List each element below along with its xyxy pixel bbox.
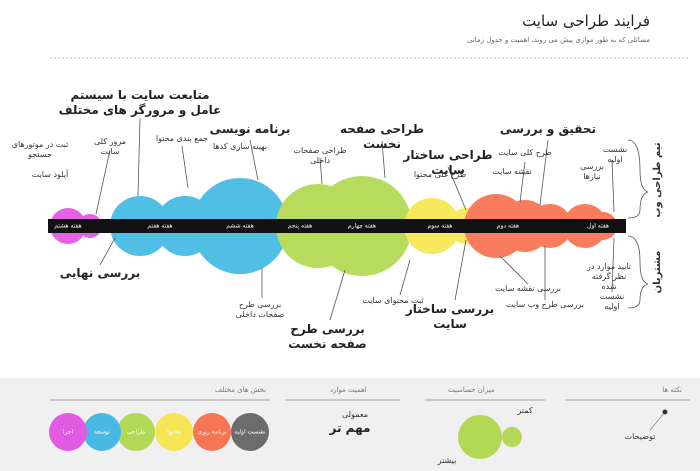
section-label: محتوا xyxy=(167,429,181,436)
week-label: هفته هفتم xyxy=(147,223,172,230)
sensitivity-circle xyxy=(502,427,522,447)
task: طراحی صفحات داخلی xyxy=(293,146,347,165)
task: طراحی ساختار سایت xyxy=(403,148,493,177)
section-label: نشست اولیه xyxy=(234,429,266,436)
task: بهینه سازی کدها xyxy=(212,142,268,151)
side-label: تیم طراحی وب xyxy=(652,142,663,218)
legend-item: معمولی xyxy=(341,410,368,419)
task: مرور کلی سایت xyxy=(93,137,127,156)
leaders xyxy=(95,117,649,321)
task: بررسی طرح صفحه نخست xyxy=(288,322,367,351)
task: طرح کلی سایت xyxy=(498,148,552,157)
task: نقشه سایت xyxy=(492,167,532,176)
task: آپلود سایت xyxy=(31,170,69,179)
task: بررسی طرح وب سایت xyxy=(505,300,585,309)
task: ثبت در موتورهای جستجو xyxy=(11,140,69,159)
section-label: اجرا xyxy=(63,429,74,436)
note-dot xyxy=(662,409,668,415)
task: طراحی صفحه نخست xyxy=(339,122,424,151)
task: بررسی طرح صفحات داخلی xyxy=(235,300,285,319)
week-label: هفته پنجم xyxy=(288,223,312,230)
legend-item: توضیحات xyxy=(624,432,656,441)
week-label: هفته اول xyxy=(587,223,609,230)
legend-title: بخش های مختلف xyxy=(215,386,267,394)
section-circles xyxy=(49,413,269,451)
side-label: مشتریان xyxy=(652,251,663,294)
task: جمع بندی محتوا xyxy=(155,134,209,143)
sensitivity-circle xyxy=(458,415,502,459)
task: تحقیق و بررسی xyxy=(499,122,597,136)
task: متابعت سایت با سیستم عامل و مرورگر های م… xyxy=(58,88,222,117)
legend-title: میزان حساسیت xyxy=(448,386,495,394)
week-label: هفته سوم xyxy=(428,223,453,230)
legend-title: نکته ها xyxy=(662,386,682,394)
week-label: هفته ششم xyxy=(226,223,254,230)
task: نشست اولیه xyxy=(602,145,628,164)
section-label: توسعه xyxy=(94,429,110,436)
task: بررسی نهایی xyxy=(59,266,141,280)
legend-item: مهم تر xyxy=(329,421,371,435)
task: بررسی نیازها xyxy=(580,162,604,181)
legend-item: کمتر xyxy=(517,406,533,415)
week-label: هفته هشتم xyxy=(54,223,81,230)
legend-title: اهمیت موارد xyxy=(330,386,367,394)
task: برنامه نویسی xyxy=(209,122,291,136)
week-label: هفته دوم xyxy=(497,223,519,230)
task: ثبت محتوای سایت xyxy=(362,296,424,305)
section-label: طراحی xyxy=(127,429,146,436)
legend-item: بیشتر xyxy=(437,456,457,465)
task: تایید موارد در نظر گرفته شده xyxy=(586,262,632,291)
task: طرح کلی محتوا xyxy=(413,170,467,179)
task: بررسی نقشه سایت xyxy=(495,284,561,293)
legend-rules xyxy=(50,399,690,431)
task: بررسی ساختار سایت xyxy=(405,302,495,331)
week-label: هفته چهارم xyxy=(348,223,376,230)
section-label: برنامه ریزی xyxy=(197,429,227,436)
task: نشست اولیه xyxy=(599,292,625,311)
subtitle: مسائلی که به طور موازی پیش می روند، اهمی… xyxy=(466,36,650,44)
title: فرایند طراحی سایت xyxy=(522,12,650,30)
timeline-bar xyxy=(48,219,626,233)
